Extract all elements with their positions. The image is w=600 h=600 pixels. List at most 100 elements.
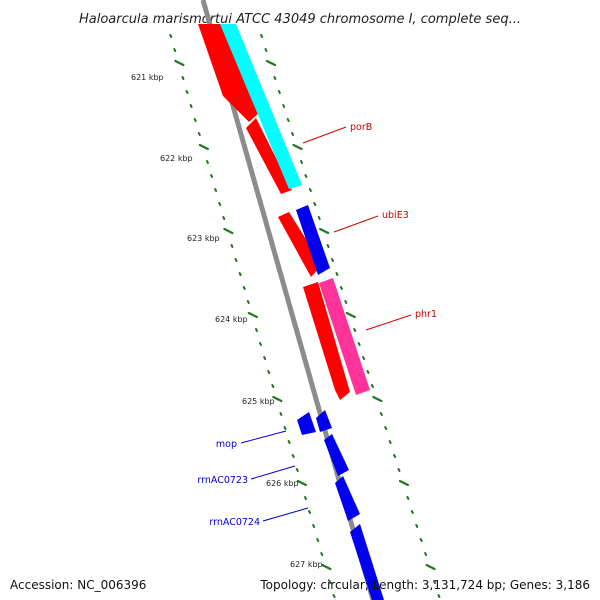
ruler-minor-tick: [335, 272, 339, 276]
ruler-label-624: 624 kbp: [215, 315, 248, 324]
topology-text: Topology: circular; Length: 3,131,724 bp…: [260, 578, 590, 592]
gene-mop[interactable]: [297, 412, 316, 435]
ruler-minor-tick: [397, 468, 401, 472]
ruler-minor-tick: [169, 34, 173, 38]
ruler-minor-tick: [308, 510, 312, 514]
ruler-major-tick: [425, 563, 436, 571]
gene-label-mop[interactable]: mop: [216, 439, 237, 450]
ruler-minor-tick: [437, 594, 441, 598]
ruler-minor-tick: [291, 454, 295, 458]
gene-labels: porB ubiE3 phr1 mop rrnAC0723 rrnAC0724: [197, 122, 437, 528]
ruler-minor-tick: [214, 188, 218, 192]
ruler-major-tick: [296, 479, 307, 487]
ruler-label-627: 627 kbp: [290, 560, 323, 569]
ruler-minor-tick: [193, 118, 197, 122]
ruler-major-tick: [174, 59, 185, 67]
ruler-minor-tick: [263, 356, 267, 360]
gene-porB-segment-a[interactable]: [198, 24, 260, 122]
ruler-minor-tick: [353, 328, 357, 332]
ruler-minor-tick: [419, 538, 423, 542]
ruler-label-622: 622 kbp: [160, 154, 193, 163]
ruler-minor-tick: [326, 244, 330, 248]
ruler-major-tick: [292, 143, 303, 151]
ruler-minor-tick: [406, 496, 410, 500]
ruler-major-tick: [319, 227, 330, 235]
ruler-label-621: 621 kbp: [131, 73, 164, 82]
ruler-minor-tick: [218, 202, 222, 206]
ruler-minor-tick: [238, 272, 242, 276]
map-title: Haloarcula marismortui ATCC 43049 chromo…: [79, 12, 521, 27]
ruler-major-tick: [272, 395, 283, 403]
ruler-major-tick: [345, 311, 356, 319]
ruler-minor-tick: [267, 370, 271, 374]
ruler-minor-tick: [393, 454, 397, 458]
ruler-label-625: 625 kbp: [242, 397, 275, 406]
ruler-minor-tick: [432, 580, 436, 584]
ubiE3-leader: [333, 215, 379, 233]
ruler-minor-tick: [295, 468, 299, 472]
ruler-major-tick: [321, 563, 332, 571]
gene-rrnAC0723[interactable]: [324, 434, 349, 476]
gene-mop-b[interactable]: [316, 410, 332, 432]
ruler-minor-tick: [316, 538, 320, 542]
ruler-minor-tick: [246, 300, 250, 304]
mop-leader: [240, 430, 287, 444]
ruler-minor-tick: [303, 496, 307, 500]
ruler-minor-tick: [362, 356, 366, 360]
rrnAC0724-leader: [262, 507, 309, 522]
ruler-minor-tick: [260, 34, 264, 38]
ruler-major-tick: [372, 395, 383, 403]
ruler-minor-tick: [384, 426, 388, 430]
gene-label-phr1[interactable]: phr1: [415, 309, 437, 320]
gene-label-ubiE3[interactable]: ubiE3: [382, 210, 409, 221]
ruler-major-ticks: [174, 59, 436, 571]
reverse-strand-genes: [296, 205, 384, 600]
ruler-major-tick: [247, 311, 258, 319]
gene-phr1-red[interactable]: [303, 282, 350, 400]
ruler-minor-tick: [173, 48, 177, 52]
ruler-minor-tick: [332, 594, 336, 598]
gene-phr1[interactable]: [319, 278, 370, 395]
ruler-minor-tick: [320, 552, 324, 556]
ruler-minor-tick: [271, 384, 275, 388]
ruler-minor-tick: [370, 384, 374, 388]
gene-blue-bottom[interactable]: [350, 524, 384, 600]
ruler-minor-tick: [254, 328, 258, 332]
ruler-minor-tick: [197, 132, 201, 136]
ruler-minor-tick: [234, 258, 238, 262]
ruler-label-626: 626 kbp: [266, 479, 299, 488]
gene-cyan-upstream[interactable]: [220, 24, 302, 189]
ruler-minor-tick: [279, 412, 283, 416]
ruler-minor-tick: [313, 202, 317, 206]
ruler-minor-tick: [210, 174, 214, 178]
ruler-minor-tick: [264, 48, 268, 52]
ruler-minor-tick: [189, 104, 193, 108]
ruler-minor-tick: [344, 300, 348, 304]
rrnAC0723-leader: [250, 465, 296, 480]
ruler-minor-tick: [424, 552, 428, 556]
ruler-tick-dots: [169, 34, 441, 598]
ruler-minor-tick: [222, 216, 226, 220]
ruler-major-tick: [198, 143, 209, 151]
ruler-minor-tick: [379, 412, 383, 416]
ruler-minor-tick: [299, 160, 303, 164]
gene-blue-ubiE3-region[interactable]: [296, 205, 330, 275]
gene-rrnAC0724[interactable]: [335, 476, 360, 521]
ruler-minor-tick: [291, 132, 295, 136]
gene-label-rrnAC0724[interactable]: rrnAC0724: [209, 517, 260, 528]
ruler-minor-tick: [283, 426, 287, 430]
gene-label-porB[interactable]: porB: [350, 122, 372, 133]
gene-ubiE3[interactable]: [278, 212, 322, 277]
ruler-minor-tick: [415, 524, 419, 528]
ruler-major-tick: [223, 227, 234, 235]
ruler-minor-tick: [339, 286, 343, 290]
ruler-minor-tick: [331, 258, 335, 262]
ruler-minor-tick: [282, 104, 286, 108]
accession-text: Accession: NC_006396: [10, 578, 147, 592]
gene-porB-segment-b[interactable]: [246, 118, 292, 194]
ruler-minor-tick: [230, 244, 234, 248]
ruler-minor-tick: [308, 188, 312, 192]
ruler-minor-tick: [242, 286, 246, 290]
gene-label-rrnAC0723[interactable]: rrnAC0723: [197, 475, 248, 486]
